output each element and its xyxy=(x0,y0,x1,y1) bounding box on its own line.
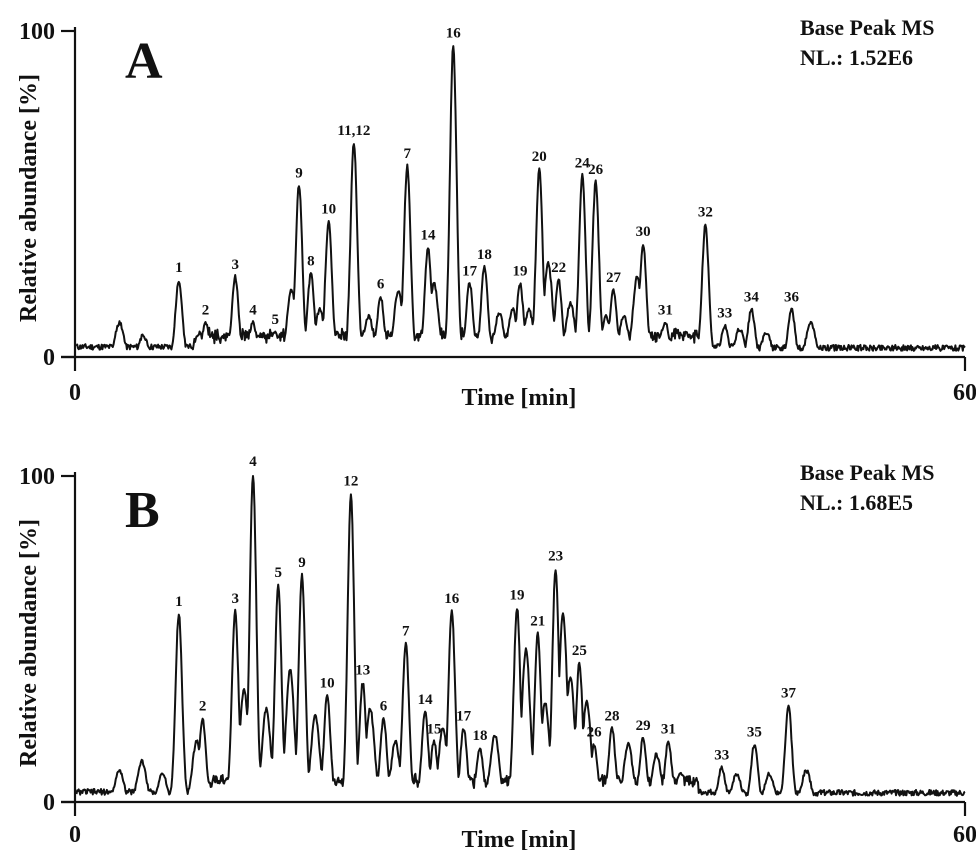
peak-label: 18 xyxy=(477,247,492,263)
peak-label: 29 xyxy=(636,718,651,734)
peak-label: 1 xyxy=(175,260,183,276)
y-tick-label: 0 xyxy=(43,345,55,371)
peak-label: 22 xyxy=(551,260,566,276)
peak-label: 25 xyxy=(572,643,587,659)
panel-letter: B xyxy=(125,482,160,539)
peak-label: 10 xyxy=(321,201,336,217)
peak-label: 4 xyxy=(249,454,257,470)
x-axis-title: Time [min] xyxy=(462,385,577,411)
peak-label: 11,12 xyxy=(337,123,370,139)
peak-label: 5 xyxy=(272,312,280,328)
peak-label: 8 xyxy=(307,254,315,270)
peak-label: 26 xyxy=(588,162,604,178)
peak-label: 18 xyxy=(472,728,487,744)
base-peak-info-line: Base Peak MS xyxy=(800,15,934,40)
peak-label: 27 xyxy=(606,270,622,286)
peak-label: 9 xyxy=(298,555,306,571)
peak-label: 6 xyxy=(377,276,385,292)
base-peak-info-line: NL.: 1.52E6 xyxy=(800,45,913,70)
peak-label: 7 xyxy=(404,146,412,162)
peak-label: 16 xyxy=(446,25,462,41)
peak-label: 14 xyxy=(418,692,434,708)
peak-label: 19 xyxy=(513,263,528,279)
peak-label: 2 xyxy=(199,699,207,715)
peak-label: 3 xyxy=(231,257,239,273)
x-tick-label: 0 xyxy=(69,822,81,848)
x-axis-title: Time [min] xyxy=(462,827,577,850)
peak-label: 33 xyxy=(714,747,729,763)
peak-label: 23 xyxy=(548,549,563,565)
chromatogram-trace xyxy=(75,45,966,352)
peak-label: 17 xyxy=(462,263,478,279)
panel-letter: A xyxy=(125,33,163,90)
peak-label: 37 xyxy=(781,685,797,701)
peak-label: 28 xyxy=(604,708,619,724)
x-tick-label: 60 xyxy=(953,380,976,406)
base-peak-info-line: Base Peak MS xyxy=(800,460,934,485)
y-tick-label: 100 xyxy=(19,464,55,490)
peak-label: 12 xyxy=(343,474,358,490)
peak-label: 32 xyxy=(698,205,713,221)
peak-label: 34 xyxy=(744,289,760,305)
peak-label: 30 xyxy=(636,224,651,240)
peak-label: 17 xyxy=(456,708,472,724)
peak-label: 6 xyxy=(380,699,388,715)
peak-label: 15 xyxy=(426,721,441,737)
peak-label: 31 xyxy=(658,302,673,318)
peak-label: 19 xyxy=(510,588,525,604)
y-tick-label: 100 xyxy=(19,19,55,45)
peak-label: 16 xyxy=(444,591,460,607)
peak-label: 20 xyxy=(532,149,547,165)
base-peak-info-line: NL.: 1.68E5 xyxy=(800,490,913,515)
chromatogram-trace xyxy=(75,475,966,797)
peak-label: 2 xyxy=(202,302,210,318)
y-axis-title: Relative abundance [%] xyxy=(16,74,42,322)
peak-label: 26 xyxy=(587,725,603,741)
peak-label: 1 xyxy=(175,594,183,610)
chromatogram-panel-a: 100 00 60 Time [min] Relative abundance [%] A… xyxy=(16,15,976,411)
chromatogram-panel-b: 100 00 60 Time [min] Relative abundance [%] B… xyxy=(16,454,976,850)
peak-label: 5 xyxy=(274,565,282,581)
peak-label: 13 xyxy=(355,663,370,679)
peak-label: 21 xyxy=(530,614,545,630)
peak-label: 35 xyxy=(747,725,762,741)
peak-label: 4 xyxy=(249,302,257,318)
x-tick-label: 60 xyxy=(953,822,976,848)
peak-label: 33 xyxy=(717,306,732,322)
peak-label: 10 xyxy=(320,676,335,692)
peak-label: 36 xyxy=(784,289,800,305)
peak-label: 3 xyxy=(231,591,239,607)
peak-label: 14 xyxy=(421,227,437,243)
peak-label: 9 xyxy=(295,165,303,181)
peak-label: 31 xyxy=(661,721,676,737)
y-tick-label: 0 xyxy=(43,790,55,816)
peak-label: 7 xyxy=(402,624,410,640)
y-axis-title: Relative abundance [%] xyxy=(16,519,42,767)
x-tick-label: 0 xyxy=(69,380,81,406)
peak-label: 24 xyxy=(575,156,591,172)
